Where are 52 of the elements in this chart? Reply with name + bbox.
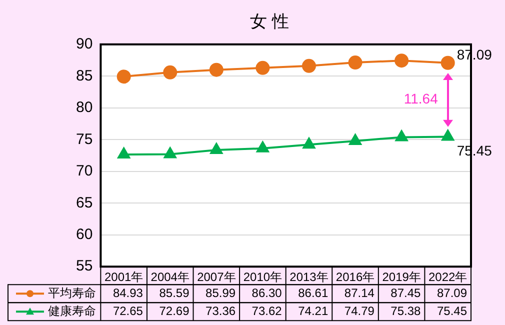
data-label: 74.79 [344,304,375,318]
legend-label: 平均寿命 [48,286,96,300]
data-label: 85.99 [206,286,236,300]
data-label: 87.45 [390,286,422,300]
x-tick-label: 2010年 [243,270,282,284]
y-tick-label: 75 [76,130,93,148]
x-tick-label: 2016年 [336,270,375,284]
data-label: 85.59 [159,286,190,300]
point [442,130,454,141]
point [210,143,223,154]
y-tick-label: 90 [76,36,93,53]
point [256,60,270,75]
point [348,56,362,70]
chart-title: 女 性 [250,12,289,31]
point [394,54,409,68]
x-tick-label: 2001年 [104,270,144,284]
y-tick-label: 60 [76,226,93,243]
y-tick-label: 70 [76,162,93,180]
point [118,148,130,159]
y-tick-label: 85 [76,67,93,84]
data-label: 75.45 [436,304,468,318]
x-tick-label: 2013年 [290,270,328,284]
point [163,65,178,80]
y-tick-label: 80 [76,99,93,116]
point [302,58,316,73]
data-label: 87.09 [436,286,468,300]
point [209,62,224,77]
point [256,141,269,152]
point [395,130,408,142]
data-label: 72.69 [159,304,190,318]
point [302,138,316,149]
point [164,147,176,158]
x-tick-label: 2022年 [428,270,468,284]
point [349,134,362,145]
point [116,70,131,84]
data-label: 84.93 [112,286,144,300]
data-label: 73.36 [206,304,236,318]
legend-label: 健康寿命 [48,304,96,318]
data-label: 72.65 [112,304,144,318]
data-label: 73.62 [252,304,282,318]
data-label: 74.21 [298,304,328,318]
x-tick-label: 2004年 [150,270,190,284]
x-tick-label: 2019年 [382,270,421,284]
x-tick-label: 2007年 [197,270,236,284]
data-label: 86.30 [252,286,282,300]
point [440,56,455,70]
data-label: 87.14 [344,286,375,300]
y-tick-label: 65 [76,194,93,212]
data-label: 86.61 [298,286,328,300]
y-tick-label: 55 [76,258,93,275]
annotation: 11.64 [404,90,438,107]
data-label: 75.38 [390,304,422,318]
